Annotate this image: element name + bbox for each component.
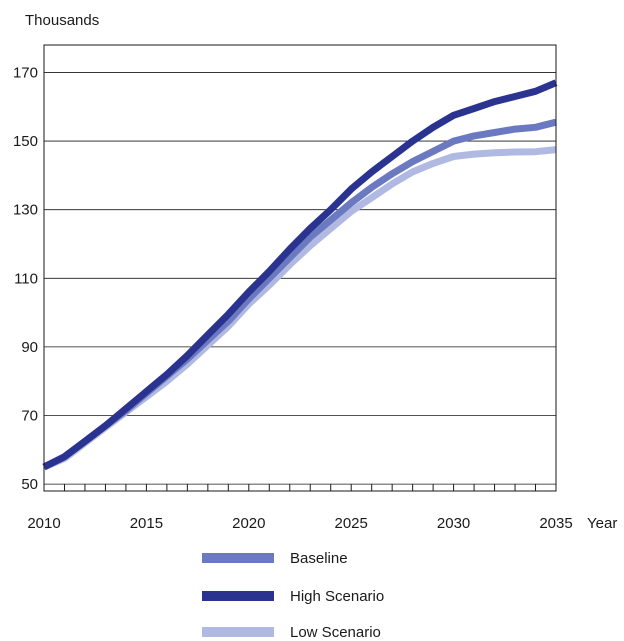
y-tick-label: 170: [13, 64, 38, 81]
legend-swatch-low: [202, 627, 274, 637]
y-tick-label: 50: [21, 476, 38, 493]
x-tick-label: 2025: [335, 515, 368, 532]
series-lines: [42, 79, 558, 471]
legend-label-high: High Scenario: [290, 588, 384, 605]
y-tick-label: 90: [21, 339, 38, 356]
y-tick-label: 150: [13, 133, 38, 150]
x-tick-label: 2015: [130, 515, 163, 532]
y-tick-label: 110: [14, 270, 38, 287]
x-tick-label: 2035: [539, 515, 572, 532]
series-line-low: [42, 146, 557, 471]
gridlines: [44, 72, 556, 485]
y-tick-label: 70: [21, 408, 38, 425]
legend-swatch-high: [202, 591, 274, 601]
legend-label-baseline: Baseline: [290, 550, 348, 567]
legend-swatch-baseline: [202, 553, 274, 563]
y-tick-labels: 50 70 90 110 130 150 170: [13, 64, 38, 493]
y-tick-label: 130: [13, 202, 38, 219]
plot-area-frame: [43, 44, 557, 492]
x-tick-label: 2030: [437, 515, 470, 532]
x-axis-label: Year: [587, 515, 617, 532]
x-tick-label: 2010: [27, 515, 60, 532]
y-axis-label: Thousands: [25, 12, 99, 29]
x-axis-ticks: 2010 2015 2020 2025 2030 2035: [27, 484, 573, 532]
x-tick-label: 2020: [232, 515, 265, 532]
legend-label-low: Low Scenario: [290, 624, 381, 641]
legend: Baseline High Scenario Low Scenario: [202, 550, 384, 641]
series-line-high: [42, 79, 558, 471]
